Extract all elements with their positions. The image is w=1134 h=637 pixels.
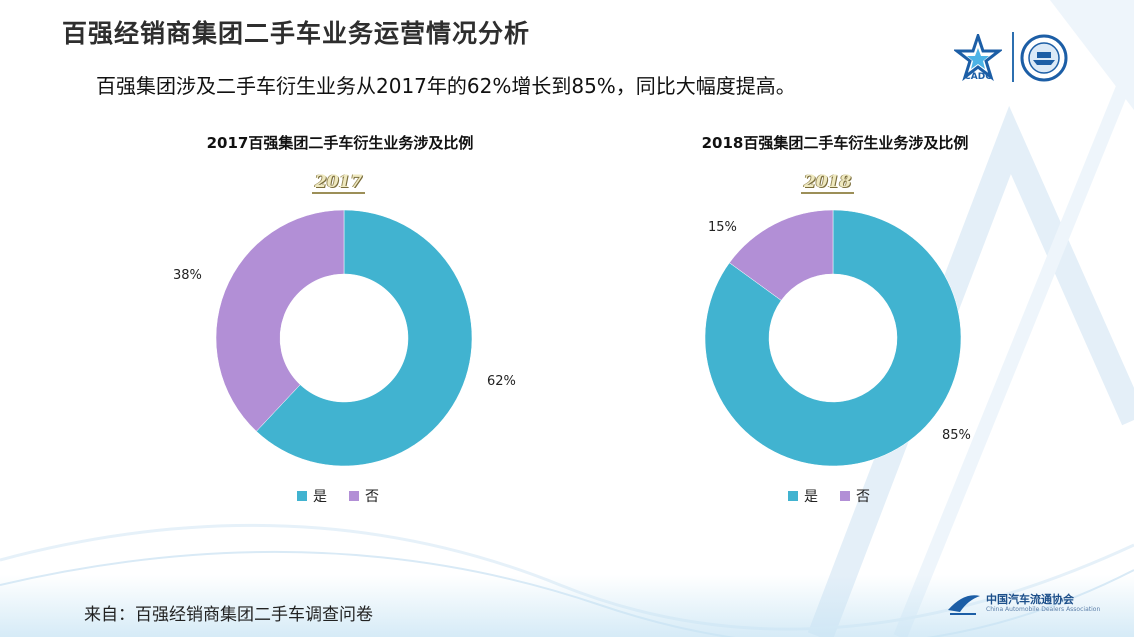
legend-2017: 是 否 xyxy=(297,486,401,506)
data-label-2018-yes: 85% xyxy=(942,428,971,443)
data-label-2017-yes: 62% xyxy=(487,374,516,389)
legend-2018: 是 否 xyxy=(788,486,892,506)
cadc-star-logo-icon xyxy=(954,34,1002,82)
chart-title-2018: 2018百强集团二手车衍生业务涉及比例 xyxy=(701,134,969,152)
legend-label-no: 否 xyxy=(365,489,379,505)
footer-band xyxy=(0,575,1134,637)
legend-swatch-yes xyxy=(788,491,798,501)
page-title: 百强经销商集团二手车业务运营情况分析 xyxy=(62,19,531,48)
donut-chart-2018 xyxy=(704,209,962,467)
footer-org-name: 中国汽车流通协会 xyxy=(986,593,1074,606)
legend-label-yes: 是 xyxy=(313,489,327,505)
legend-label-no: 否 xyxy=(856,489,870,505)
legend-item-yes: 是 xyxy=(788,486,818,506)
footer-org-name-en: China Automobile Dealers Association xyxy=(986,606,1101,613)
data-label-2017-no: 38% xyxy=(173,268,202,283)
source-note: 来自：百强经销商集团二手车调查问卷 xyxy=(84,605,373,625)
donut-slice-no xyxy=(729,209,834,301)
donut-slice-yes xyxy=(256,209,473,467)
legend-item-yes: 是 xyxy=(297,486,327,506)
donut-slice-no xyxy=(215,209,345,432)
legend-item-no: 否 xyxy=(840,486,870,506)
logo-divider xyxy=(1012,32,1014,82)
data-label-2018-no: 15% xyxy=(708,220,737,235)
legend-swatch-no xyxy=(840,491,850,501)
donut-slice-yes xyxy=(704,209,962,467)
legend-swatch-no xyxy=(349,491,359,501)
year-label-2018: 2018 xyxy=(801,172,855,194)
legend-swatch-yes xyxy=(297,491,307,501)
year-label-2017: 2017 xyxy=(312,172,366,194)
association-badge-icon xyxy=(1020,34,1068,82)
subtitle: 百强集团涉及二手车衍生业务从2017年的62%增长到85%，同比大幅度提高。 xyxy=(96,74,796,98)
legend-label-yes: 是 xyxy=(804,489,818,505)
legend-item-no: 否 xyxy=(349,486,379,506)
cadc-logo-text: CADC xyxy=(964,72,992,82)
chart-title-2017: 2017百强集团二手车衍生业务涉及比例 xyxy=(206,134,474,152)
footer-logo-icon xyxy=(948,595,980,615)
donut-chart-2017 xyxy=(215,209,473,467)
